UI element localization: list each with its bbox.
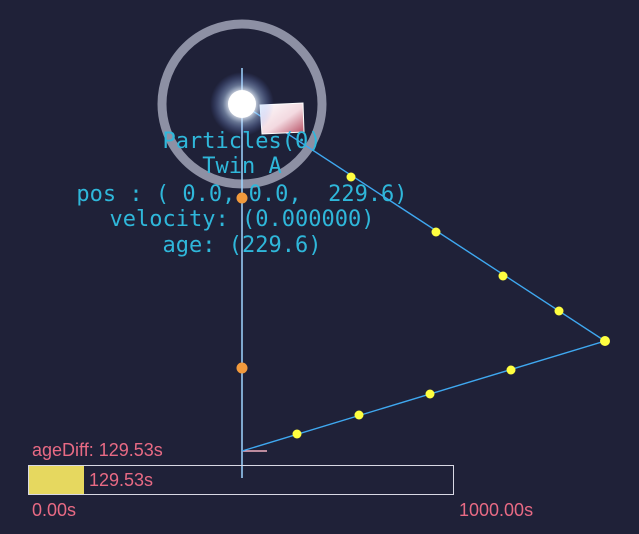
age-diff-min-label: 0.00s bbox=[32, 500, 77, 520]
worldline-point bbox=[498, 271, 508, 281]
worldline-point bbox=[506, 365, 516, 375]
worldline-point bbox=[554, 306, 564, 316]
worldline-point bbox=[425, 389, 435, 399]
age-diff-bar-value: 129.53s bbox=[89, 470, 154, 490]
particle-velocity: velocity: (0.000000) bbox=[109, 207, 375, 232]
age-diff-progress-bar: 129.53s bbox=[28, 465, 454, 495]
particle-position: pos : ( 0.0, 0.0, 229.6) bbox=[76, 182, 408, 207]
particle-title: Particles(0) bbox=[162, 129, 322, 154]
worldline-point bbox=[354, 410, 364, 420]
worldline-point bbox=[292, 429, 302, 439]
particle-age: age: (229.6) bbox=[162, 233, 322, 258]
worldline-point bbox=[346, 172, 356, 182]
axis-event-point bbox=[236, 192, 248, 204]
axis-event-point bbox=[236, 362, 248, 374]
worldline-point bbox=[600, 336, 610, 346]
age-diff-progress-fill bbox=[29, 466, 84, 494]
worldline-point bbox=[431, 227, 441, 237]
age-diff-label: ageDiff: 129.53s bbox=[32, 440, 163, 460]
particle-core bbox=[228, 90, 256, 118]
age-diff-max-label: 1000.00s bbox=[459, 500, 534, 520]
particle-name: Twin A bbox=[202, 154, 282, 179]
